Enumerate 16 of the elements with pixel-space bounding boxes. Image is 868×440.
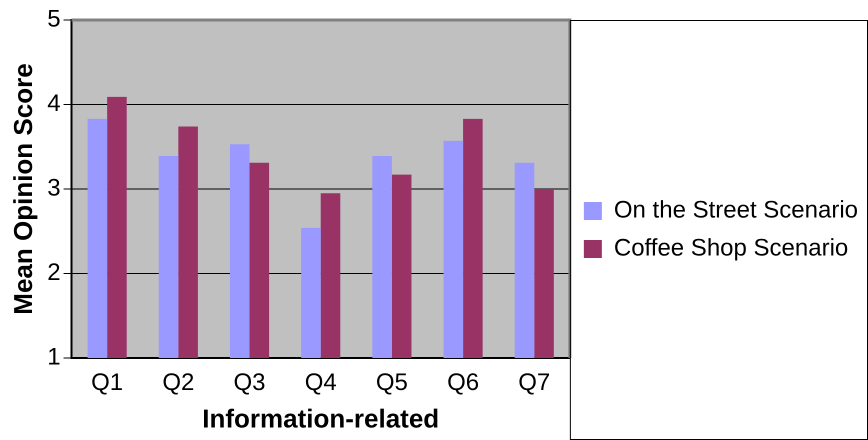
x-tick-label: Q6 xyxy=(447,369,480,396)
y-tick-label: 4 xyxy=(47,90,61,118)
x-tick-label: Q3 xyxy=(234,369,266,396)
y-tick-label: 3 xyxy=(47,174,61,202)
y-tick-label: 1 xyxy=(47,344,61,371)
x-tick-label: Q2 xyxy=(162,369,194,396)
y-tick-label: 2 xyxy=(47,259,61,286)
x-tick-label: Q4 xyxy=(304,369,337,396)
x-tick-label: Q5 xyxy=(376,369,408,396)
y-axis-title: Mean Opinion Score xyxy=(8,63,38,315)
x-tick-label: Q1 xyxy=(91,369,124,396)
x-tick-label: Q7 xyxy=(518,369,550,396)
x-axis-title: Information-related xyxy=(202,404,440,434)
legend-label: Coffee Shop Scenario xyxy=(614,234,848,262)
y-tick-label: 5 xyxy=(47,6,61,33)
legend-label: On the Street Scenario xyxy=(614,196,858,224)
